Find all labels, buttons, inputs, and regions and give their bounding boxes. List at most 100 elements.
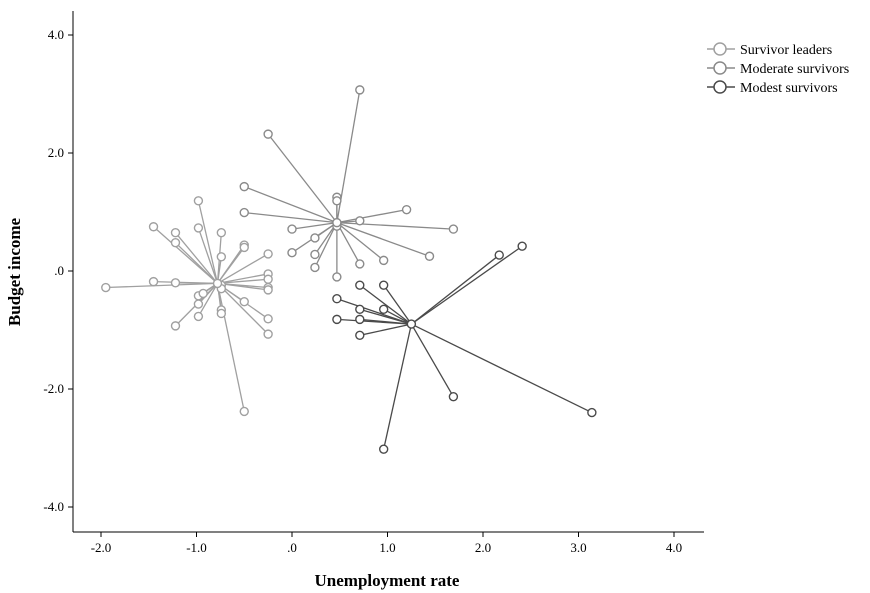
connector-line [336, 221, 454, 230]
data-point [239, 181, 249, 192]
y-tick-label: 2.0 [48, 145, 64, 160]
data-point [148, 222, 159, 232]
data-point [355, 330, 365, 341]
connector-line [175, 242, 218, 284]
connector-line [217, 253, 269, 284]
data-point [401, 204, 412, 215]
legend-label: Modest survivors [740, 81, 838, 96]
centroid-point [332, 217, 342, 228]
data-point [378, 280, 389, 290]
connector-line [410, 254, 500, 325]
data-point [198, 288, 208, 299]
connector-line [359, 308, 412, 325]
x-tick-label: 1.0 [379, 540, 395, 555]
data-point [424, 251, 435, 261]
x-tick-label: -2.0 [91, 540, 112, 555]
centroid-point [212, 278, 223, 289]
legend-label: Survivor leaders [740, 43, 832, 58]
data-point [216, 227, 227, 238]
x-tick-label: -1.0 [186, 540, 207, 555]
connector-line [411, 245, 523, 325]
connector-line [336, 298, 412, 325]
data-point [239, 207, 249, 218]
data-point [355, 85, 365, 95]
data-point [148, 276, 159, 287]
connector-line [359, 318, 412, 325]
data-point [263, 274, 273, 284]
connector-line [244, 186, 338, 224]
data-point [355, 259, 365, 269]
legend-label: Moderate survivors [740, 62, 849, 77]
data-point [378, 255, 389, 266]
connector-line [197, 227, 219, 284]
data-point [287, 224, 297, 234]
y-axis-title: Budget income [5, 217, 24, 326]
legend-swatch-marker [713, 80, 727, 94]
data-point [332, 196, 342, 206]
legend: Survivor leaders Moderate survivors Modest… [707, 42, 849, 96]
data-points-layer [101, 85, 597, 454]
x-axis-title: Unemployment rate [315, 571, 460, 590]
connector-line [411, 323, 593, 414]
data-point [216, 308, 227, 319]
data-point [193, 223, 204, 233]
data-point [239, 406, 249, 417]
data-point [193, 311, 204, 322]
data-point [170, 278, 181, 288]
data-point [263, 285, 273, 295]
connector-line [336, 222, 385, 261]
data-point [101, 282, 111, 293]
y-tick-label: 4.0 [48, 27, 64, 42]
tick-labels-layer: -2.0 -1.0 .0 1.0 2.0 3.0 4.0 4.0 2.0 .0 -2.0 -4.0 [43, 27, 682, 555]
data-point [193, 299, 204, 309]
x-tick-label: 2.0 [475, 540, 491, 555]
data-point [332, 272, 342, 282]
connector-line [314, 222, 338, 268]
data-point [517, 241, 527, 251]
data-point [263, 329, 273, 339]
data-point [355, 304, 365, 315]
data-point [239, 242, 249, 253]
data-point [448, 224, 459, 234]
y-tick-label: -4.0 [43, 499, 64, 514]
data-point [263, 129, 273, 139]
y-tick-label: -2.0 [43, 381, 64, 396]
connector-line [336, 222, 430, 257]
connector-lines-layer [105, 89, 593, 450]
data-point [378, 304, 389, 315]
data-point [170, 237, 181, 248]
data-point [287, 248, 297, 258]
data-point [263, 314, 273, 324]
connector-line [197, 200, 219, 284]
legend-swatch-marker [713, 61, 727, 75]
connector-line [359, 284, 412, 325]
axes-layer [72, 11, 704, 533]
connector-line [244, 211, 337, 224]
x-tick-label: .0 [287, 540, 297, 555]
connector-line [383, 323, 413, 450]
data-point [239, 296, 249, 307]
connector-line [383, 284, 412, 325]
connector-line [216, 283, 245, 412]
connector-line [197, 283, 219, 317]
connector-line [217, 278, 269, 285]
data-point [170, 227, 181, 238]
data-point [332, 294, 342, 304]
y-tick-label: .0 [54, 263, 64, 278]
data-point [355, 280, 365, 290]
data-point [310, 262, 320, 273]
data-point [494, 250, 504, 260]
x-tick-label: 3.0 [570, 540, 586, 555]
connector-line [217, 273, 269, 285]
data-point [448, 391, 459, 402]
connector-line [383, 308, 412, 325]
connector-line [336, 222, 361, 265]
data-point [378, 444, 389, 454]
connector-line [359, 323, 412, 336]
centroid-point [406, 319, 417, 329]
data-point [170, 321, 181, 331]
data-point [310, 233, 320, 243]
data-point [263, 249, 273, 259]
